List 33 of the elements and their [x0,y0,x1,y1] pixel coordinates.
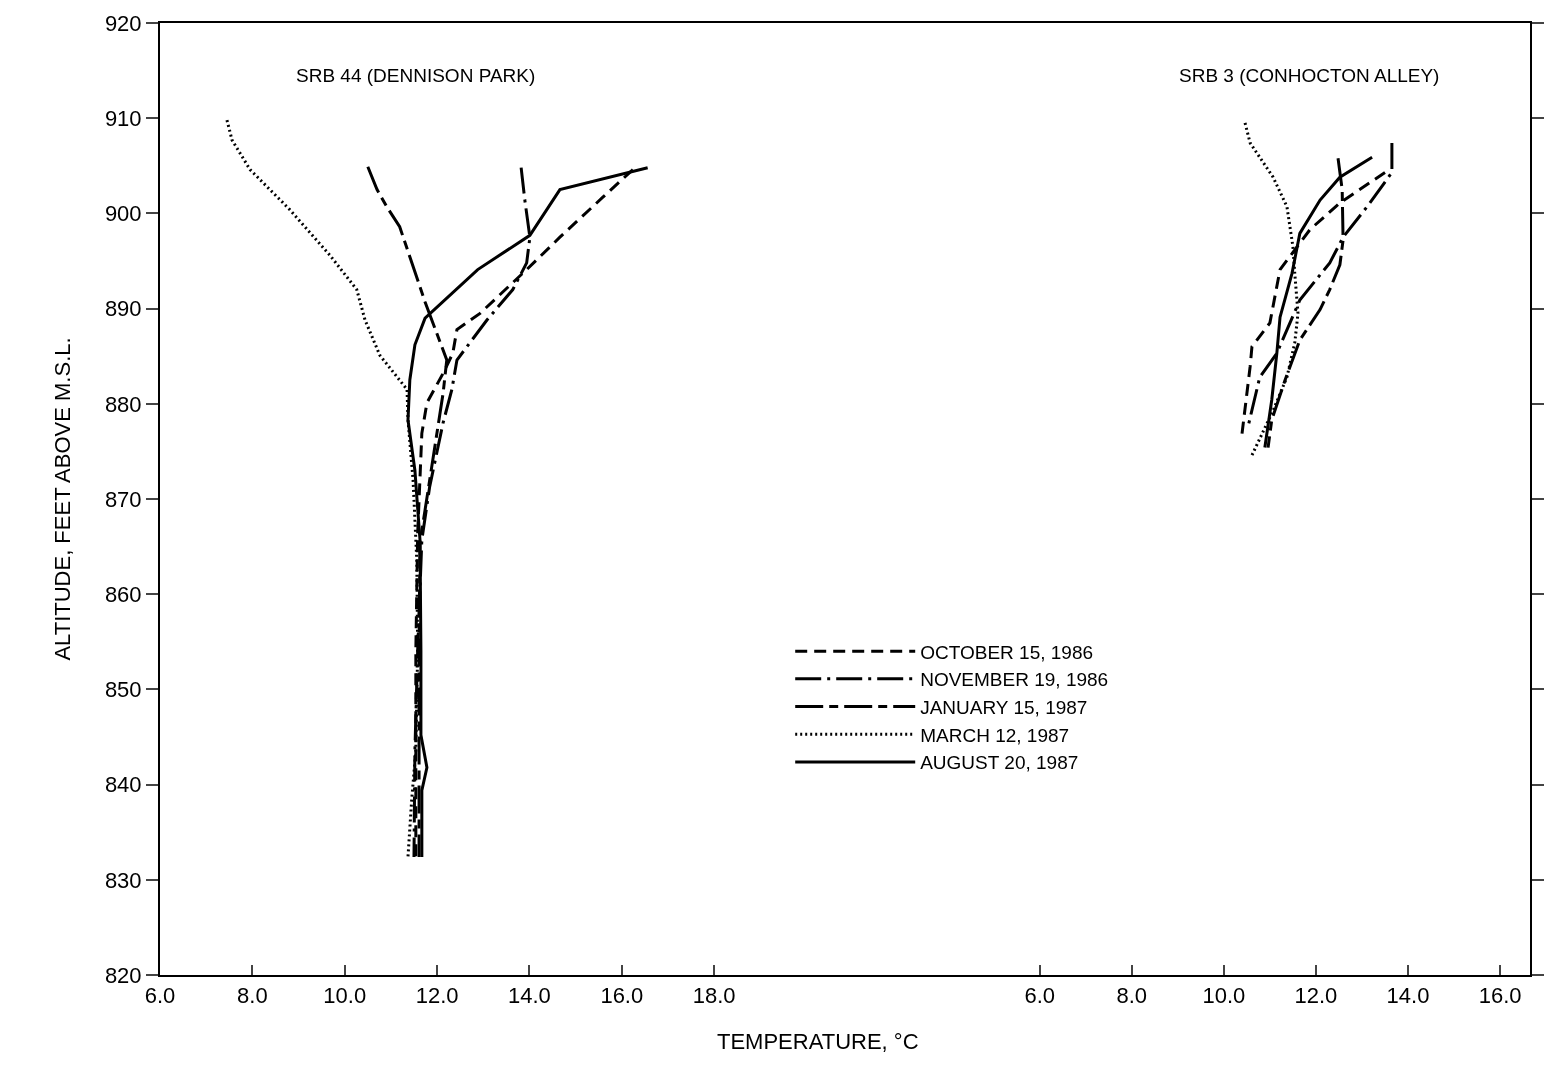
y-tick-label: 910 [104,105,142,131]
y-tick-label: 900 [104,201,142,227]
x-axis-title: TEMPERATURE, °C [717,1029,919,1054]
x-tick-label: 6.0 [144,983,176,1009]
text: AUGUST 20, 1987 [920,752,1079,774]
y-tick-label: 920 [104,10,142,36]
y-tick-label: 870 [104,486,142,512]
y-tick-label: 880 [104,391,142,417]
x-tick-label: 12.0 [415,983,459,1009]
y-axis-title: ALTITUDE, FEET ABOVE M.S.L. [50,337,76,661]
x-tick-label: 14.0 [1386,983,1430,1009]
y-tick-label: 890 [104,296,142,322]
x-tick-label: 8.0 [237,983,268,1009]
y-tick-label: 820 [104,962,142,988]
x-tick-label: 14.0 [508,983,551,1009]
x-tick-label: 16.0 [1478,983,1522,1009]
x-tick-label: 12.0 [1294,983,1338,1009]
x-tick-label: 18.0 [692,983,736,1009]
x-tick-label: 6.0 [1024,983,1056,1009]
x-tick-label: 10.0 [1202,983,1246,1009]
x-tick-label: 16.0 [600,983,644,1009]
y-tick-label: 830 [104,867,142,893]
y-tick-label: 860 [104,581,142,607]
text: NOVEMBER 19, 1986 [920,669,1109,691]
text: JANUARY 15, 1987 [920,696,1088,718]
text: SRB 44 (DENNISON PARK) [296,65,536,86]
text: SRB 3 (CONHOCTON ALLEY) [1179,65,1440,86]
text: OCTOBER 15, 1986 [920,641,1094,663]
x-tick-label: 8.0 [1116,983,1148,1009]
x-tick-label: 10.0 [323,983,367,1009]
text: MARCH 12, 1987 [920,724,1070,746]
y-tick-label: 840 [104,772,142,798]
y-tick-label: 850 [104,677,142,703]
